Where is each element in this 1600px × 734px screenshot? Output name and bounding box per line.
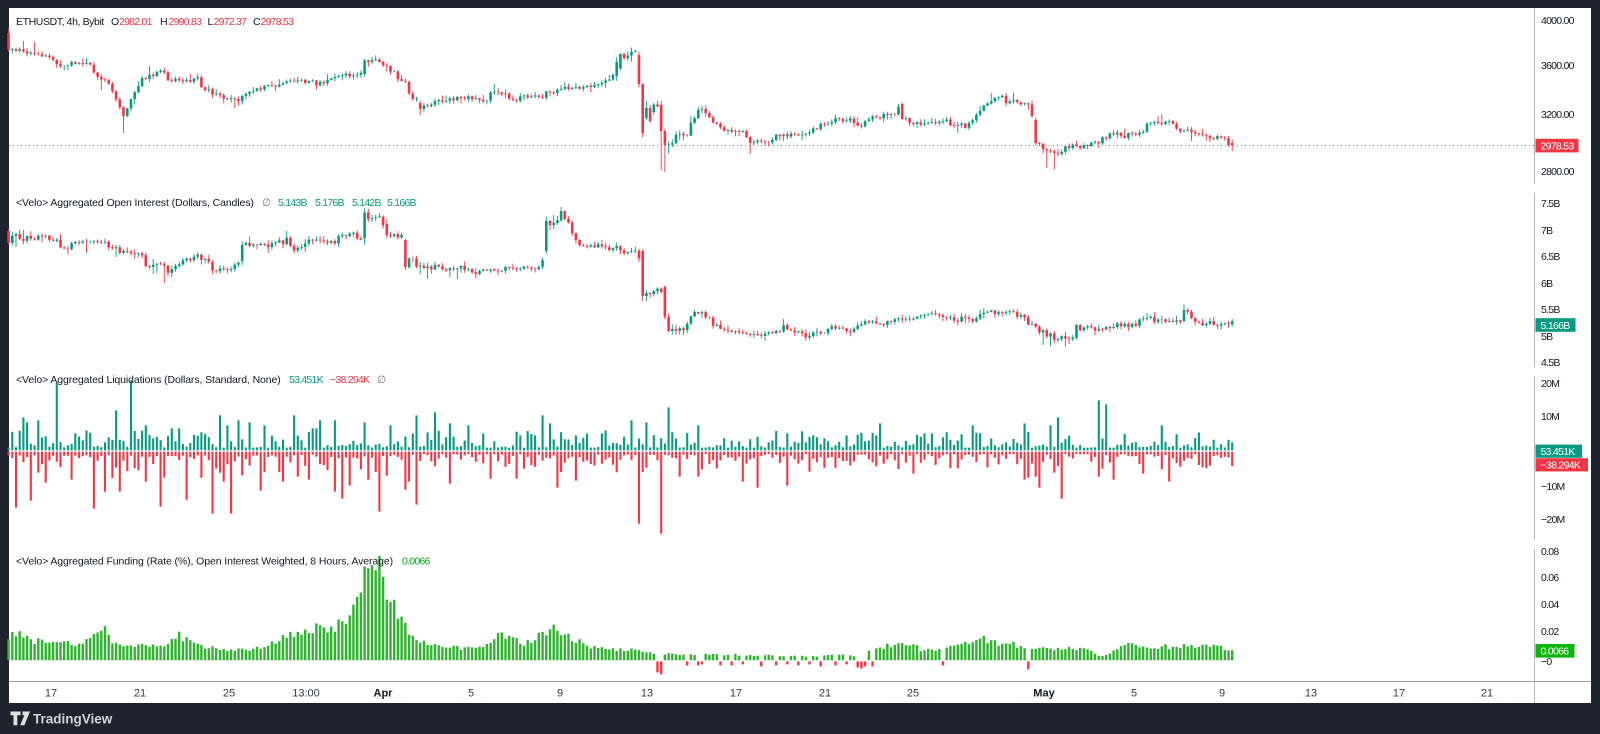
svg-text:H: H	[160, 16, 167, 28]
svg-text:5: 5	[468, 688, 474, 700]
svg-text:−38.294K: −38.294K	[330, 374, 370, 386]
svg-text:7.5B: 7.5B	[1541, 198, 1560, 210]
svg-text:5.166B: 5.166B	[387, 197, 417, 209]
svg-text:9: 9	[1219, 688, 1225, 700]
svg-text:2978.53: 2978.53	[261, 16, 295, 28]
svg-text:53.451K: 53.451K	[1541, 446, 1576, 458]
svg-text:ETHUSDT, 4h, Bybit: ETHUSDT, 4h, Bybit	[16, 16, 104, 28]
svg-text:0.06: 0.06	[1541, 572, 1559, 584]
svg-text:20M: 20M	[1541, 378, 1559, 390]
svg-text:21: 21	[819, 688, 831, 700]
svg-text:13: 13	[1305, 688, 1317, 700]
svg-text:25: 25	[907, 688, 919, 700]
svg-text:O: O	[111, 16, 119, 28]
svg-text:5.176B: 5.176B	[315, 197, 345, 209]
svg-text:<Velo> Aggregated Liquidations: <Velo> Aggregated Liquidations (Dollars,…	[16, 374, 281, 386]
svg-text:17: 17	[1393, 688, 1405, 700]
svg-text:2978.53: 2978.53	[1541, 140, 1575, 152]
svg-text:0.04: 0.04	[1541, 599, 1559, 611]
svg-text:25: 25	[223, 688, 235, 700]
svg-text:2800.00: 2800.00	[1541, 166, 1575, 178]
svg-text:7B: 7B	[1541, 225, 1553, 237]
svg-text:5: 5	[1131, 688, 1137, 700]
svg-text:0.0066: 0.0066	[1541, 646, 1570, 658]
svg-text:2972.37: 2972.37	[214, 16, 248, 28]
svg-text:13:00: 13:00	[292, 688, 320, 700]
svg-text:4.5B: 4.5B	[1541, 357, 1560, 369]
svg-text:6B: 6B	[1541, 278, 1553, 290]
svg-text:3200.00: 3200.00	[1541, 109, 1575, 121]
svg-text:2990.83: 2990.83	[169, 16, 203, 28]
svg-text:3600.00: 3600.00	[1541, 60, 1575, 72]
svg-text:17: 17	[45, 688, 57, 700]
svg-text:∅: ∅	[377, 374, 386, 386]
svg-text:<Velo> Aggregated Funding (Rat: <Velo> Aggregated Funding (Rate (%), Ope…	[16, 555, 393, 567]
svg-text:−38.294K: −38.294K	[1541, 460, 1581, 472]
svg-text:53.451K: 53.451K	[289, 374, 324, 386]
svg-text:13: 13	[641, 688, 653, 700]
svg-text:9: 9	[557, 688, 563, 700]
svg-text:10M: 10M	[1541, 411, 1559, 423]
svg-text:−0: −0	[1541, 656, 1552, 668]
svg-text:5.5B: 5.5B	[1541, 304, 1560, 316]
svg-text:2982.01: 2982.01	[119, 16, 153, 28]
svg-text:21: 21	[134, 688, 146, 700]
svg-text:May: May	[1033, 688, 1055, 700]
svg-text:5.142B: 5.142B	[352, 197, 382, 209]
svg-text:Apr: Apr	[374, 688, 394, 700]
svg-text:0.0066: 0.0066	[402, 555, 431, 567]
svg-text:5.166B: 5.166B	[1541, 320, 1571, 332]
svg-text:L: L	[208, 16, 214, 28]
svg-text:0.08: 0.08	[1541, 546, 1559, 558]
svg-text:0.02: 0.02	[1541, 626, 1559, 638]
svg-text:21: 21	[1481, 688, 1493, 700]
svg-text:5B: 5B	[1541, 331, 1553, 343]
svg-text:−10M: −10M	[1541, 481, 1565, 493]
svg-text:6.5B: 6.5B	[1541, 251, 1560, 263]
svg-text:4000.00: 4000.00	[1541, 15, 1575, 27]
svg-text:∅: ∅	[262, 197, 271, 209]
svg-text:TradingView: TradingView	[33, 712, 113, 727]
svg-text:17: 17	[730, 688, 742, 700]
svg-text:5.143B: 5.143B	[278, 197, 308, 209]
svg-text:−20M: −20M	[1541, 514, 1565, 526]
svg-text:C: C	[253, 16, 261, 28]
svg-text:<Velo> Aggregated Open Interes: <Velo> Aggregated Open Interest (Dollars…	[16, 197, 254, 209]
